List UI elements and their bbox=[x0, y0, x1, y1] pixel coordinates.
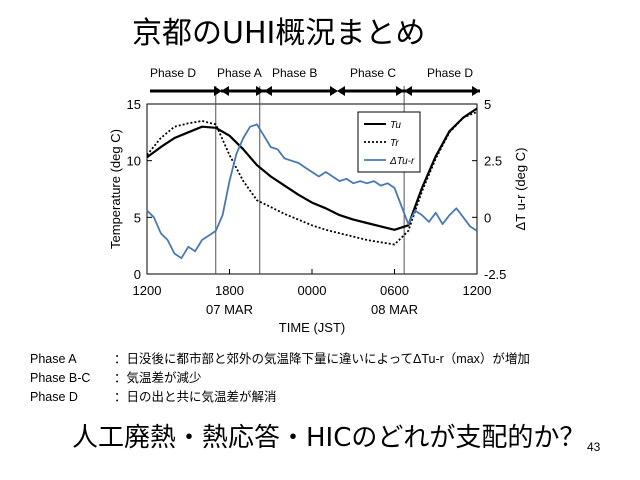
arrow-head bbox=[472, 86, 480, 96]
x-tick-label: 0600 bbox=[380, 283, 409, 298]
arrow-head bbox=[404, 86, 412, 96]
arrow-head bbox=[330, 86, 338, 96]
x-tick-label: 1800 bbox=[215, 283, 244, 298]
desc-key: Phase B-C bbox=[30, 371, 91, 385]
y-tick-label: 10 bbox=[127, 154, 141, 169]
x-tick-label: 1200 bbox=[133, 283, 162, 298]
x-tick-label: 0000 bbox=[298, 283, 327, 298]
phase-label-d2: Phase D bbox=[427, 66, 474, 80]
arrow-head bbox=[337, 86, 345, 96]
y-right-tick-label: 2.5 bbox=[484, 154, 502, 169]
y-tick-label: 15 bbox=[127, 97, 141, 112]
arrow-head bbox=[214, 86, 222, 96]
arrow-head bbox=[264, 86, 272, 96]
desc-key: Phase A bbox=[30, 352, 77, 366]
phase-label-c: Phase C bbox=[350, 66, 397, 80]
page-number: 43 bbox=[587, 440, 601, 454]
phase-label-d1: Phase D bbox=[150, 66, 197, 80]
x-date-label: 07 MAR bbox=[206, 302, 253, 317]
series-line-tr bbox=[146, 111, 478, 246]
desc-key: Phase D bbox=[30, 390, 78, 404]
phase-label-a: Phase A bbox=[217, 66, 262, 80]
y-right-tick-label: 5 bbox=[484, 97, 491, 112]
y-axis-title: Temperature (deg C) bbox=[108, 129, 123, 249]
y-tick-label: 5 bbox=[134, 210, 141, 225]
x-tick-label: 1200 bbox=[463, 283, 492, 298]
series-line-tu bbox=[146, 107, 478, 231]
desc-phase-bc: Phase B-C ：気温差が減少 bbox=[30, 369, 202, 387]
legend-label-1: Tr bbox=[390, 138, 399, 149]
desc-phase-d: Phase D ：日の出と共に気温差が解消 bbox=[30, 388, 277, 406]
desc-phase-a: Phase A ：日没後に都市部と郊外の気温降下量に違いによってΔTu-r（max… bbox=[30, 350, 530, 368]
slide-title: 京都のUHI概況まとめ bbox=[132, 16, 426, 51]
y-right-axis-title: ΔT u-r (deg C) bbox=[513, 148, 528, 231]
x-date-label: 08 MAR bbox=[371, 302, 418, 317]
y-tick-label: 0 bbox=[134, 267, 141, 282]
question-text: 人工廃熱・熱応答・HICのどれが支配的か？ bbox=[72, 423, 586, 453]
arrow-head bbox=[396, 86, 404, 96]
desc-text: ：日の出と共に気温差が解消 bbox=[114, 390, 277, 404]
series-line-dtur bbox=[146, 123, 478, 260]
y-right-tick-label: 0 bbox=[484, 210, 491, 225]
legend-label-0: Tu bbox=[390, 120, 401, 131]
desc-text: ：気温差が減少 bbox=[114, 371, 202, 385]
arrow-head bbox=[256, 86, 264, 96]
phase-label-b: Phase B bbox=[272, 66, 318, 80]
x-axis-title: TIME (JST) bbox=[279, 320, 345, 335]
desc-text: ：日没後に都市部と郊外の気温降下量に違いによってΔTu-r（max）が増加 bbox=[114, 352, 530, 366]
arrow-head bbox=[221, 86, 229, 96]
y-right-tick-label: -2.5 bbox=[484, 267, 506, 282]
uhi-chart: 0 5 10 15 -2.5 0 2.5 5 1200 1800 0000 0600 1200 07 MA… bbox=[108, 86, 528, 335]
legend-label-2: ΔTu-r bbox=[389, 156, 415, 167]
